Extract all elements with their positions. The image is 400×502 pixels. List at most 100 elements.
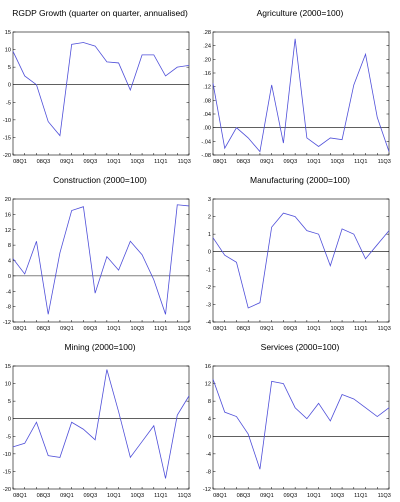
chart-title: Construction (2000=100) xyxy=(53,175,147,185)
x-tick-label: 11Q1 xyxy=(154,326,167,332)
x-tick-label: 11Q3 xyxy=(378,493,391,499)
x-tick-label: 10Q1 xyxy=(307,493,321,499)
y-tick-label: -10 xyxy=(3,452,11,458)
x-tick-label: 09Q1 xyxy=(260,493,274,499)
y-tick-label: -1 xyxy=(206,267,211,273)
y-tick-label: .04 xyxy=(203,112,211,118)
x-tick-label: 09Q3 xyxy=(284,493,298,499)
x-tick-label: 11Q1 xyxy=(354,326,367,332)
chart-panel-construction: Construction (2000=100) 20 16 12 8 4 0 -4 -8 -12… xyxy=(0,167,200,334)
y-tick-label: 10 xyxy=(5,48,11,54)
x-tick-label: 09Q3 xyxy=(284,326,298,332)
x-tick-label: 09Q3 xyxy=(84,326,98,332)
x-tick-label: 08Q1 xyxy=(13,159,27,165)
y-tick-label: 0 xyxy=(208,250,211,256)
x-tick-label: 10Q1 xyxy=(107,159,121,165)
y-tick-label: .12 xyxy=(203,85,211,91)
y-tick-label: 15 xyxy=(5,364,11,370)
x-tick-label: 08Q3 xyxy=(237,159,251,165)
y-tick-label: 0 xyxy=(8,417,11,423)
y-tick-label: 0 xyxy=(8,83,11,89)
y-tick-label: -15 xyxy=(3,135,11,141)
x-tick-label: 09Q1 xyxy=(60,159,74,165)
y-tick-label: 16 xyxy=(205,364,211,370)
x-tick-label: 11Q3 xyxy=(178,493,191,499)
y-tick-label: 4 xyxy=(208,417,211,423)
x-tick-label: 10Q1 xyxy=(107,326,121,332)
y-tick-label: -5 xyxy=(6,100,11,106)
y-tick-label: 5 xyxy=(8,65,11,71)
x-tick-label: 08Q3 xyxy=(237,326,251,332)
y-tick-label: .00 xyxy=(203,126,211,132)
x-tick-label: 10Q1 xyxy=(107,493,121,499)
chart-title: Manufacturing (2000=100) xyxy=(250,175,350,185)
chart-panel-mining: Mining (2000=100) 15 10 5 0 -5 -10 -15 -20 08Q1 0… xyxy=(0,334,200,501)
y-tick-label: 3 xyxy=(208,197,211,203)
chart-title: Agriculture (2000=100) xyxy=(256,8,344,18)
x-tick-label: 10Q3 xyxy=(130,493,144,499)
y-tick-label: 0 xyxy=(208,434,211,440)
x-tick-label: 10Q3 xyxy=(130,326,144,332)
y-tick-label: -8 xyxy=(206,469,211,475)
x-tick-label: 08Q3 xyxy=(37,159,51,165)
y-tick-label: .08 xyxy=(203,98,211,104)
y-tick-label: -3 xyxy=(206,302,211,308)
y-tick-label: 20 xyxy=(5,197,11,203)
series-line xyxy=(12,42,190,137)
plot-frame xyxy=(12,365,190,490)
chart-panel-services: Services (2000=100) 16 12 8 4 0 -4 -8 -12 08Q1 08… xyxy=(200,334,400,501)
plot-frame xyxy=(212,198,390,323)
y-tick-label: 8 xyxy=(8,243,11,249)
series-line xyxy=(212,379,390,470)
x-tick-label: 11Q1 xyxy=(354,493,367,499)
series-line xyxy=(212,212,390,309)
y-tick-label: -4 xyxy=(6,289,11,295)
y-tick-label: .16 xyxy=(203,71,211,77)
x-tick-label: 11Q3 xyxy=(378,159,391,165)
plot-frame xyxy=(212,365,390,490)
y-tick-label: 10 xyxy=(5,382,11,388)
series-line xyxy=(212,38,390,153)
y-tick-label: 5 xyxy=(8,399,11,405)
y-tick-label: .28 xyxy=(203,30,211,36)
y-tick-label: -5 xyxy=(6,434,11,440)
chart-title: Mining (2000=100) xyxy=(64,342,136,352)
x-tick-label: 11Q1 xyxy=(354,159,367,165)
x-tick-label: 11Q1 xyxy=(154,159,167,165)
x-tick-label: 09Q3 xyxy=(284,159,298,165)
plot-frame xyxy=(212,31,390,156)
y-tick-label: -12 xyxy=(203,487,211,493)
y-tick-label: 15 xyxy=(5,30,11,36)
x-tick-label: 08Q3 xyxy=(237,493,251,499)
chart-title: Services (2000=100) xyxy=(260,342,340,352)
x-tick-label: 08Q3 xyxy=(37,493,51,499)
x-tick-label: 09Q3 xyxy=(84,493,98,499)
x-tick-label: 08Q1 xyxy=(213,493,227,499)
plot-frame xyxy=(12,31,190,156)
x-tick-label: 08Q1 xyxy=(213,326,227,332)
y-tick-label: 16 xyxy=(5,212,11,218)
x-tick-label: 09Q1 xyxy=(260,159,274,165)
x-tick-label: 08Q3 xyxy=(37,326,51,332)
y-tick-label: 12 xyxy=(205,382,211,388)
x-tick-label: 09Q1 xyxy=(260,326,274,332)
x-tick-label: 10Q3 xyxy=(330,326,344,332)
y-tick-label: -4 xyxy=(206,452,211,458)
y-tick-label: -12 xyxy=(3,320,11,326)
y-tick-label: .24 xyxy=(203,44,211,50)
y-tick-label: 12 xyxy=(5,228,11,234)
y-tick-label: -4 xyxy=(206,320,211,326)
x-tick-label: 10Q3 xyxy=(130,159,144,165)
x-tick-label: 11Q3 xyxy=(178,159,191,165)
y-tick-label: -20 xyxy=(3,153,11,159)
y-tick-label: .20 xyxy=(203,57,211,63)
y-tick-label: 2 xyxy=(208,215,211,221)
y-tick-label: -.04 xyxy=(201,139,211,145)
